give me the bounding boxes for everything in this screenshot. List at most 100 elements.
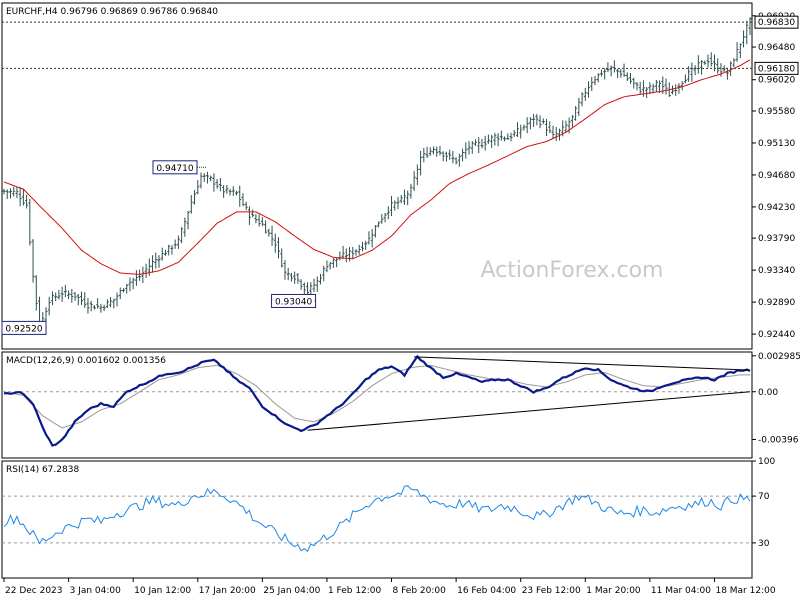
- price-mark-label: 0.96830: [758, 18, 795, 28]
- price-bar: [134, 270, 138, 286]
- price-bar: [745, 20, 749, 45]
- price-title: EURCHF,H4 0.96796 0.96869 0.96786 0.9684…: [6, 7, 218, 17]
- x-axis-label: 1 Feb 12:00: [328, 586, 382, 596]
- price-bar: [86, 297, 90, 314]
- price-bar: [419, 150, 423, 176]
- price-bar: [15, 186, 19, 199]
- price-bar: [370, 229, 374, 248]
- macd-trendline: [414, 356, 751, 371]
- price-bar: [548, 121, 552, 134]
- price-bar: [574, 106, 578, 121]
- price-bar: [70, 288, 74, 303]
- price-axis-label: 0.96020: [758, 76, 795, 86]
- price-bar: [231, 186, 235, 196]
- price-bars: [2, 17, 752, 335]
- x-axis-label: 23 Feb 12:00: [522, 586, 581, 596]
- price-bar: [541, 118, 545, 125]
- price-bar: [593, 76, 597, 86]
- price-bar: [215, 179, 219, 189]
- price-bar: [209, 175, 213, 182]
- price-bar: [364, 240, 368, 250]
- price-bar: [267, 228, 271, 237]
- price-bar: [738, 43, 742, 59]
- price-bar: [748, 17, 752, 35]
- price-bar: [577, 97, 581, 116]
- price-bar: [515, 122, 519, 138]
- price-bar: [199, 172, 203, 189]
- price-bar: [151, 255, 155, 273]
- price-bar: [112, 298, 116, 309]
- price-bar: [128, 277, 132, 292]
- price-bar: [170, 245, 174, 255]
- price-bar: [241, 193, 245, 207]
- x-axis-label: 22 Dec 2023: [5, 586, 63, 596]
- price-bar: [280, 248, 284, 268]
- price-bar: [493, 132, 497, 146]
- macd-trendline: [307, 391, 751, 431]
- price-bar: [473, 139, 477, 146]
- price-bar: [496, 133, 500, 147]
- price-bar: [167, 244, 171, 256]
- price-bar: [499, 130, 503, 141]
- price-bar: [212, 173, 216, 192]
- price-mark-box: [754, 15, 799, 29]
- price-bar: [257, 214, 261, 227]
- price-bar: [438, 145, 442, 156]
- macd-axis-label: 0.00: [758, 388, 778, 398]
- price-bar: [325, 260, 329, 273]
- rsi-axis-label: 100: [758, 457, 775, 467]
- macd-title: MACD(12,26,9) 0.001602 0.001356: [6, 356, 166, 366]
- price-bar: [732, 58, 736, 67]
- x-axis-label: 10 Jan 12:00: [134, 586, 191, 596]
- price-bar: [590, 76, 594, 92]
- price-bar: [693, 65, 697, 76]
- price-bar: [25, 194, 29, 209]
- price-bar: [696, 55, 700, 74]
- price-bar: [283, 260, 287, 280]
- price-axis-label: 0.93340: [758, 266, 795, 276]
- rsi-title: RSI(14) 67.2838: [6, 465, 79, 475]
- price-bar: [277, 237, 281, 259]
- price-bar: [222, 185, 226, 198]
- price-bar: [196, 180, 200, 195]
- price-bar: [464, 142, 468, 159]
- price-bar: [509, 132, 513, 142]
- price-bar: [415, 164, 419, 186]
- price-bar: [425, 146, 429, 159]
- price-bar: [377, 221, 381, 228]
- price-bar: [89, 300, 93, 312]
- price-bar: [635, 82, 639, 91]
- price-bar: [742, 30, 746, 48]
- price-bar: [658, 80, 662, 94]
- price-bar: [470, 141, 474, 154]
- price-bar: [606, 62, 610, 73]
- price-bar: [244, 201, 248, 211]
- price-bar: [528, 117, 532, 130]
- price-bar: [154, 252, 158, 269]
- price-bar: [173, 239, 177, 249]
- price-bar: [205, 171, 209, 184]
- price-bar: [125, 283, 129, 294]
- price-bar: [525, 117, 529, 134]
- price-bar: [664, 78, 668, 95]
- price-bar: [587, 81, 591, 98]
- price-bar: [322, 265, 326, 282]
- price-bar: [54, 292, 58, 302]
- macd-signal-line: [3, 364, 750, 429]
- price-bar: [193, 190, 197, 205]
- price-axis-label: 0.92440: [758, 330, 795, 340]
- price-bar: [247, 206, 251, 225]
- price-bar: [354, 249, 358, 256]
- x-axis-label: 3 Jan 04:00: [70, 586, 122, 596]
- price-bar: [144, 263, 148, 278]
- x-axis-label: 17 Jan 20:00: [199, 586, 256, 596]
- price-bar: [109, 297, 113, 308]
- price-bar: [716, 58, 720, 74]
- price-bar: [73, 291, 77, 301]
- price-bar: [467, 141, 471, 155]
- price-annotation-label: 0.93040: [275, 297, 312, 307]
- price-axis-label: 0.96480: [758, 43, 795, 53]
- price-bar: [670, 85, 674, 95]
